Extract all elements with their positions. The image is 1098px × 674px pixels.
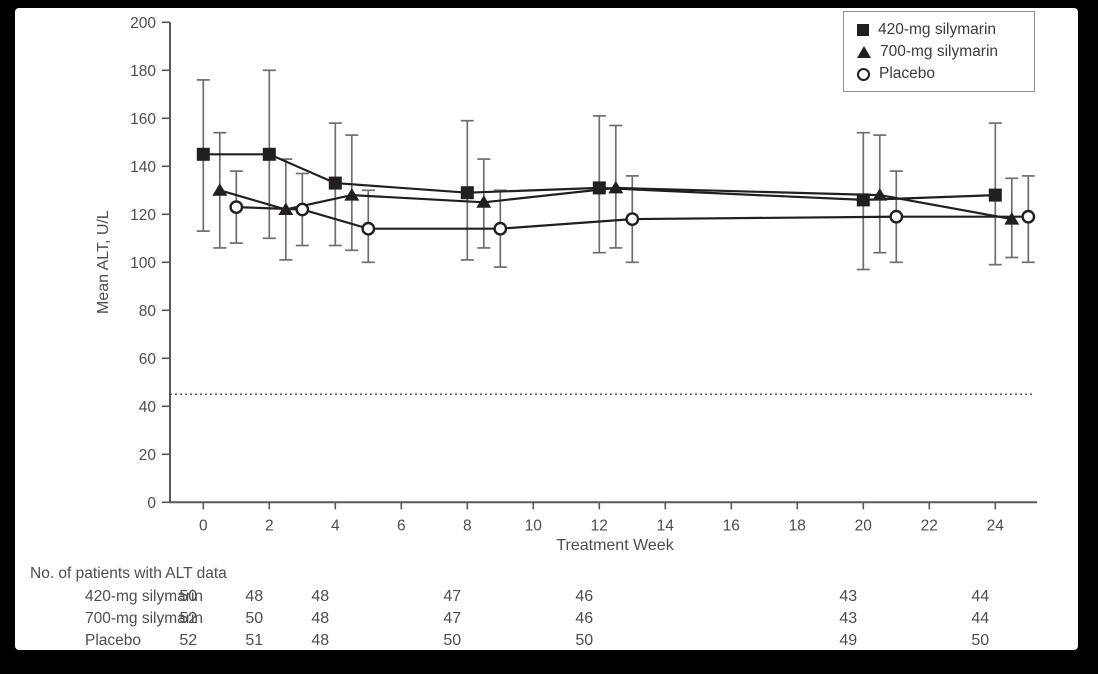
svg-text:14: 14 [657, 517, 675, 534]
svg-text:100: 100 [130, 255, 156, 272]
svg-text:160: 160 [130, 111, 156, 128]
svg-text:40: 40 [139, 399, 157, 416]
legend-item-700mg-silymarin: 700-mg silymarin [857, 43, 1026, 61]
patients-row-label-700mg: 700-mg silymarin [85, 610, 204, 627]
svg-text:48: 48 [245, 588, 263, 605]
patients-row-label-placebo: Placebo [85, 632, 142, 649]
svg-text:44: 44 [971, 610, 989, 627]
figure-background: 0 20 40 60 80 100 120 140 160 180 200 0 2 4 6 8 10 12 14 16… [15, 8, 1078, 650]
svg-text:0: 0 [199, 517, 208, 534]
svg-text:48: 48 [311, 632, 329, 649]
svg-text:60: 60 [139, 351, 157, 368]
svg-text:20: 20 [139, 447, 157, 464]
svg-text:43: 43 [839, 588, 857, 605]
legend-label: Placebo [879, 65, 936, 82]
svg-text:51: 51 [245, 632, 263, 649]
svg-text:44: 44 [971, 588, 989, 605]
svg-text:20: 20 [855, 517, 873, 534]
svg-text:50: 50 [575, 632, 593, 649]
svg-text:50: 50 [245, 610, 263, 627]
svg-text:52: 52 [179, 632, 197, 649]
legend-label: 420-mg silymarin [878, 21, 997, 38]
svg-text:4: 4 [331, 517, 340, 534]
svg-text:50: 50 [971, 632, 989, 649]
legend-label: 700-mg silymarin [880, 43, 999, 60]
svg-text:48: 48 [311, 588, 329, 605]
svg-text:140: 140 [130, 159, 156, 176]
svg-text:24: 24 [987, 517, 1005, 534]
svg-text:180: 180 [130, 63, 156, 80]
svg-text:8: 8 [463, 517, 472, 534]
svg-text:6: 6 [397, 517, 406, 534]
svg-text:47: 47 [443, 610, 461, 627]
svg-text:48: 48 [311, 610, 329, 627]
legend: 420-mg silymarin 700-mg silymarin Placeb… [843, 11, 1035, 92]
svg-text:120: 120 [130, 207, 156, 224]
svg-text:2: 2 [265, 517, 274, 534]
svg-text:200: 200 [130, 15, 156, 32]
svg-text:47: 47 [443, 588, 461, 605]
filled-triangle-icon [857, 46, 871, 58]
svg-text:16: 16 [723, 517, 740, 534]
x-axis-title: Treatment Week [556, 537, 674, 554]
svg-text:46: 46 [575, 610, 593, 627]
legend-item-placebo: Placebo [857, 65, 1026, 83]
patients-row-label-420mg: 420-mg silymarin [85, 588, 204, 605]
svg-text:49: 49 [839, 632, 857, 649]
svg-text:50: 50 [443, 632, 461, 649]
y-axis-title: Mean ALT, U/L [95, 210, 112, 314]
svg-text:0: 0 [147, 495, 156, 512]
patients-table-title: No. of patients with ALT data [30, 565, 227, 582]
svg-text:52: 52 [179, 610, 197, 627]
legend-item-420mg-silymarin: 420-mg silymarin [857, 21, 1026, 39]
open-circle-icon [857, 67, 870, 81]
svg-text:10: 10 [525, 517, 543, 534]
svg-text:18: 18 [789, 517, 806, 534]
svg-text:22: 22 [921, 517, 938, 534]
svg-text:43: 43 [839, 610, 857, 627]
svg-text:46: 46 [575, 588, 593, 605]
filled-square-icon [857, 24, 869, 36]
svg-text:12: 12 [591, 517, 608, 534]
svg-text:80: 80 [139, 303, 157, 320]
svg-text:50: 50 [179, 588, 197, 605]
